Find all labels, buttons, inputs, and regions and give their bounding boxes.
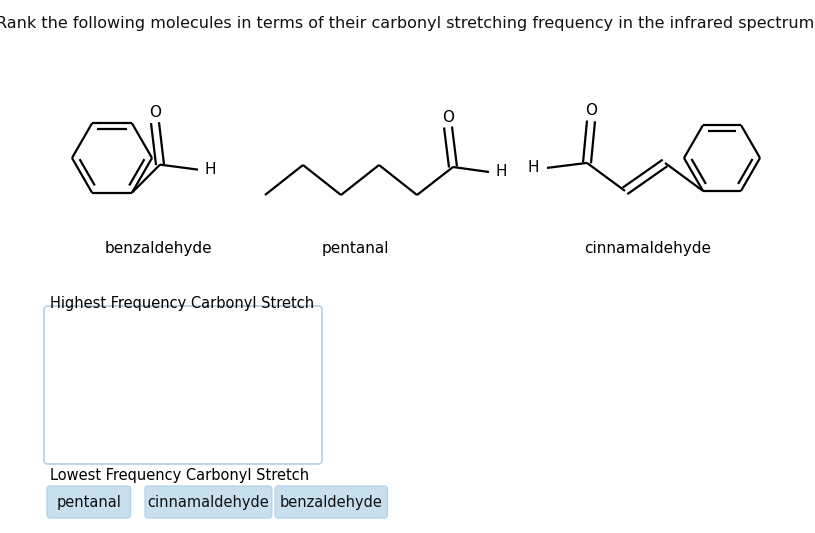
Text: cinnamaldehyde: cinnamaldehyde [584, 240, 711, 255]
FancyBboxPatch shape [47, 486, 130, 518]
Text: O: O [149, 105, 161, 120]
Text: O: O [442, 109, 454, 125]
Text: O: O [585, 103, 597, 118]
Text: H: H [496, 165, 507, 180]
Text: H: H [527, 160, 539, 175]
FancyBboxPatch shape [275, 486, 387, 518]
Text: benzaldehyde: benzaldehyde [105, 240, 213, 255]
Text: pentanal: pentanal [56, 495, 121, 510]
Text: Rank the following molecules in terms of their carbonyl stretching frequency in : Rank the following molecules in terms of… [0, 16, 815, 31]
FancyBboxPatch shape [44, 306, 322, 464]
Text: Highest Frequency Carbonyl Stretch: Highest Frequency Carbonyl Stretch [50, 296, 314, 311]
Text: pentanal: pentanal [321, 240, 389, 255]
Text: Lowest Frequency Carbonyl Stretch: Lowest Frequency Carbonyl Stretch [50, 468, 309, 483]
Text: benzaldehyde: benzaldehyde [280, 495, 382, 510]
Text: cinnamaldehyde: cinnamaldehyde [148, 495, 269, 510]
FancyBboxPatch shape [145, 486, 271, 518]
Text: H: H [205, 162, 216, 177]
